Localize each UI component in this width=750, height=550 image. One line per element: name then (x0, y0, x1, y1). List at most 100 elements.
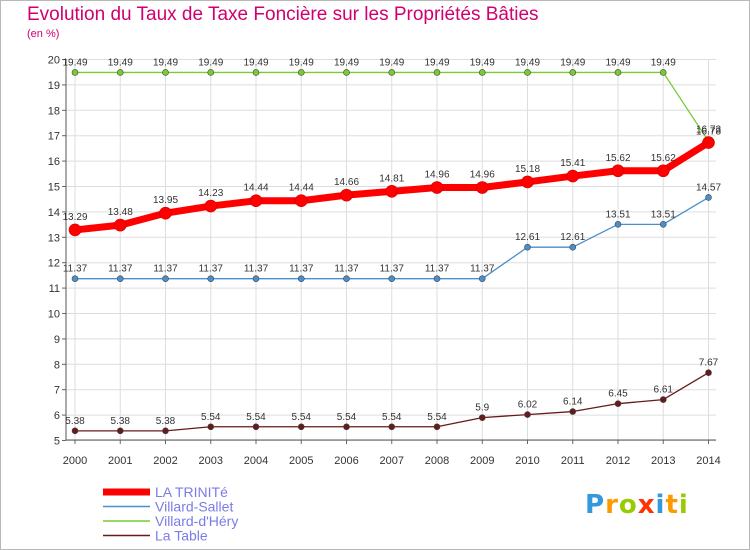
x-tick-label: 2013 (651, 455, 675, 467)
data-label: 13.51 (651, 209, 676, 220)
legend-label-2: Villard-d'Héry (155, 513, 238, 529)
x-tick-label: 2012 (606, 455, 630, 467)
data-label: 15.41 (560, 158, 585, 169)
x-tick-label: 2000 (63, 455, 87, 467)
data-point (252, 423, 260, 431)
data-point (478, 69, 486, 76)
x-tick-label: 2009 (470, 455, 494, 467)
data-point (433, 69, 441, 76)
data-label: 11.37 (380, 264, 405, 275)
legend-label-1: Villard-Sallet (155, 499, 233, 515)
data-label: 19.49 (198, 57, 223, 68)
data-point (207, 69, 215, 76)
data-label: 19.49 (651, 57, 676, 68)
logo-letter: i (655, 490, 666, 520)
data-label: 11.37 (153, 264, 178, 275)
y-tick-label: 9 (54, 334, 60, 346)
data-label: 12.61 (515, 232, 540, 243)
data-point (659, 69, 667, 76)
data-label: 19.49 (379, 57, 404, 68)
data-label: 19.49 (424, 57, 449, 68)
data-point (207, 423, 215, 431)
x-tick-label: 2005 (289, 455, 313, 467)
data-point (524, 411, 531, 418)
y-tick-label: 19 (48, 80, 60, 92)
data-label: 15.62 (651, 153, 676, 164)
x-tick-label: 2003 (199, 455, 223, 467)
data-point (475, 181, 489, 194)
data-point (116, 427, 124, 435)
data-label: 14.96 (424, 170, 449, 181)
x-tick-label: 2001 (108, 455, 132, 467)
data-point (297, 423, 305, 431)
data-point (252, 69, 260, 76)
data-label: 5.54 (246, 412, 266, 423)
x-tick-label: 2007 (380, 455, 404, 467)
data-point (71, 69, 79, 76)
data-point (656, 164, 670, 178)
legend-label-3: La Table (155, 528, 208, 544)
data-point (566, 169, 580, 183)
y-tick-label: 5 (54, 436, 60, 448)
data-point (388, 69, 396, 76)
data-label: 5.54 (201, 412, 221, 423)
data-point (385, 185, 399, 198)
data-label: 11.37 (470, 264, 495, 275)
x-tick-label: 2011 (561, 455, 585, 467)
data-point (71, 275, 79, 283)
data-label: 5.54 (382, 412, 402, 423)
data-label: 19.49 (515, 57, 540, 68)
data-point (614, 69, 622, 76)
data-label: 6.45 (608, 389, 628, 400)
data-label: 13.48 (108, 207, 133, 218)
data-label: 13.51 (605, 209, 630, 220)
data-point (343, 275, 350, 283)
data-label: 16.73 (696, 125, 721, 136)
data-label: 19.49 (243, 57, 268, 68)
data-point (343, 69, 350, 76)
data-point (524, 243, 531, 251)
data-label: 14.23 (198, 188, 223, 199)
data-label: 12.61 (560, 232, 585, 243)
data-label: 19.49 (153, 57, 178, 68)
data-label: 19.49 (560, 57, 585, 68)
data-label: 15.62 (605, 153, 630, 164)
x-tick-label: 2008 (425, 455, 449, 467)
data-label: 5.9 (475, 403, 489, 414)
data-point (71, 427, 79, 435)
data-point (162, 69, 169, 76)
data-point (430, 181, 444, 194)
data-point (478, 275, 486, 283)
data-label: 19.49 (470, 57, 495, 68)
data-point (388, 423, 396, 431)
y-tick-label: 16 (48, 156, 60, 168)
data-label: 5.54 (427, 412, 447, 423)
data-label: 16.78 (696, 126, 721, 137)
y-tick-label: 17 (48, 131, 60, 143)
data-point (433, 423, 441, 431)
x-tick-label: 2014 (696, 455, 720, 467)
data-point (702, 136, 715, 149)
data-label: 5.54 (337, 412, 357, 423)
legend-label-0: LA TRINITé (155, 484, 228, 500)
data-point (68, 223, 82, 237)
y-tick-label: 13 (48, 232, 60, 244)
y-tick-label: 10 (48, 309, 60, 321)
data-point (252, 275, 260, 283)
data-label: 11.37 (63, 264, 88, 275)
data-point (343, 423, 350, 431)
data-label: 14.66 (334, 177, 359, 188)
data-point (614, 400, 622, 407)
data-point (297, 275, 305, 283)
data-label: 5.54 (292, 412, 312, 423)
data-label: 13.95 (153, 195, 178, 206)
data-label: 11.37 (108, 264, 133, 275)
x-tick-label: 2006 (334, 455, 358, 467)
data-point (159, 206, 172, 220)
data-point (162, 275, 169, 283)
data-label: 7.67 (699, 358, 719, 369)
data-label: 5.38 (111, 416, 131, 427)
data-label: 19.49 (108, 57, 133, 68)
data-point (659, 396, 667, 403)
data-point (113, 218, 127, 232)
